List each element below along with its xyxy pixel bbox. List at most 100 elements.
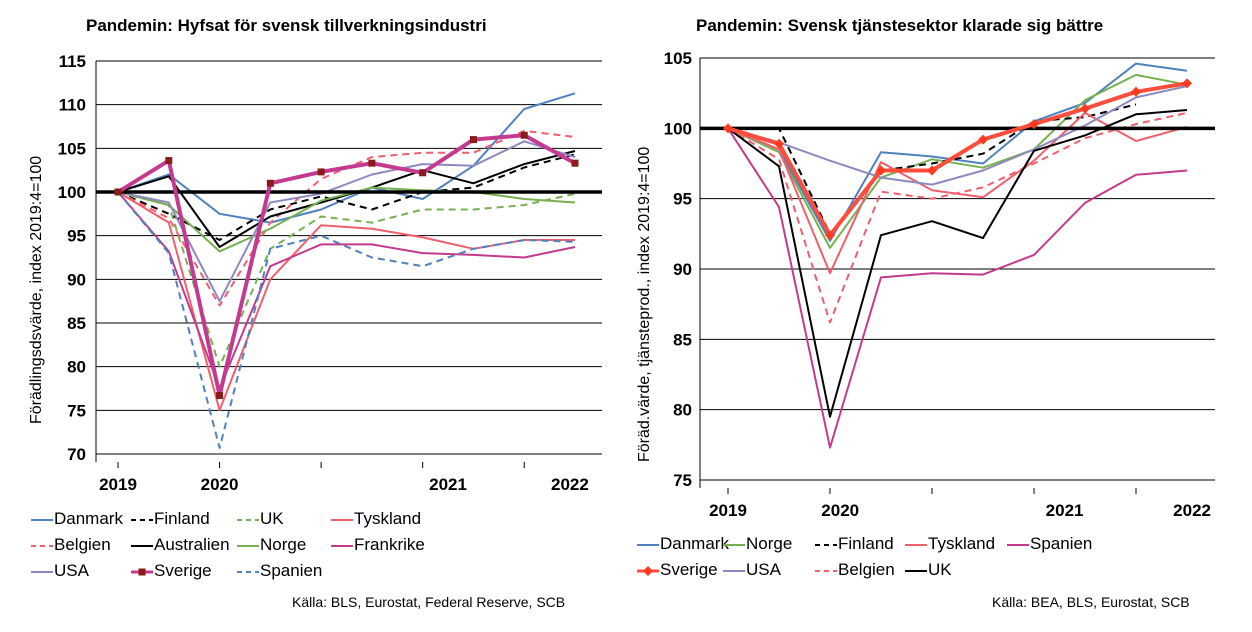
legend-swatch: [237, 571, 259, 573]
y-tick-label: 90: [67, 270, 86, 289]
y-tick-label: 95: [673, 190, 692, 209]
y-tick-label: 115: [59, 52, 86, 71]
legend-swatch: [237, 519, 259, 521]
data-point-sverige: [876, 165, 886, 176]
legend-label: Frankrike: [354, 535, 425, 554]
chart-right: Pandemin: Svensk tjänstesektor klarade s…: [626, 0, 1252, 632]
legend-swatch: [723, 544, 745, 546]
legend-label: USA: [54, 561, 89, 580]
source-note: Källa: BEA, BLS, Eurostat, SCB: [992, 594, 1190, 610]
legend-label: USA: [746, 560, 781, 579]
data-point-sverige: [1131, 86, 1141, 97]
legend-swatch: [131, 519, 153, 521]
series-line-uk: [727, 109, 1188, 418]
data-point-sverige: [927, 165, 937, 176]
data-point-sverige: [165, 157, 173, 165]
legend-label: Belgien: [54, 535, 111, 554]
legend-swatch: [331, 519, 353, 521]
legend-swatch: [237, 545, 259, 547]
data-point-sverige: [469, 136, 477, 144]
y-tick-label: 80: [67, 358, 86, 377]
chart-title: Pandemin: Hyfsat för svensk tillverkning…: [86, 16, 487, 35]
data-point-sverige: [774, 138, 784, 149]
x-tick-label: 2020: [201, 475, 239, 494]
legend-swatch: [815, 544, 837, 546]
legend-label: Finland: [838, 534, 894, 553]
y-tick-label: 75: [673, 471, 692, 490]
series-line-finland: [117, 153, 576, 241]
legend-label: UK: [928, 560, 952, 579]
legend-swatch: [31, 571, 53, 573]
data-point-sverige: [368, 159, 376, 167]
x-tick-label: 2019: [709, 501, 747, 520]
y-tick-label: 100: [58, 183, 86, 202]
data-point-sverige: [520, 131, 528, 139]
data-point-sverige: [266, 179, 274, 187]
series-line-norge: [117, 186, 576, 253]
y-tick-label: 80: [673, 401, 692, 420]
series-line-sverige: [116, 133, 576, 398]
x-tick-label: 2021: [429, 475, 467, 494]
series-line-danmark: [727, 62, 1188, 242]
legend-label: Sverige: [154, 561, 212, 580]
series-line-frankrike: [117, 191, 576, 390]
data-point-sverige: [1080, 103, 1090, 114]
source-note: Källa: BLS, Eurostat, Federal Reserve, S…: [292, 594, 566, 610]
y-tick-label: 85: [673, 330, 692, 349]
legend-label: Spanien: [1030, 534, 1093, 553]
chart-left: Pandemin: Hyfsat för svensk tillverkning…: [28, 16, 602, 610]
x-tick-label: 2022: [551, 475, 589, 494]
legend-swatch: [815, 570, 837, 572]
y-tick-label: 85: [67, 314, 86, 333]
legend-swatch: [31, 519, 53, 521]
x-tick-label: 2021: [1046, 501, 1084, 520]
data-point-sverige: [723, 123, 733, 134]
data-point-sverige: [978, 134, 988, 145]
y-tick-label: 95: [67, 227, 86, 246]
legend-swatch: [905, 570, 927, 572]
legend-swatch: [331, 545, 353, 547]
legend-swatch: [31, 545, 53, 547]
y-tick-label: 110: [59, 96, 86, 115]
y-tick-label: 90: [673, 260, 692, 279]
legend-label: Norge: [260, 535, 307, 554]
data-point-sverige: [825, 230, 835, 241]
legend-swatch: [637, 566, 659, 576]
legend-swatch: [637, 544, 659, 546]
y-tick-label: 100: [664, 119, 692, 138]
x-tick-label: 2020: [821, 501, 859, 520]
legend-label: Australien: [154, 535, 230, 554]
series-line-usa: [727, 85, 1188, 186]
legend-label: UK: [260, 509, 284, 528]
series-line-spanien: [117, 191, 576, 449]
data-point-sverige: [571, 159, 579, 167]
y-tick-label: 105: [58, 139, 86, 158]
series-line-finland: [728, 103, 1137, 235]
legend-swatch: [131, 568, 153, 576]
legend-label: Tyskland: [928, 534, 996, 553]
legend-label: Norge: [746, 534, 793, 553]
legend-label: Spanien: [260, 561, 323, 580]
legend-label: Danmark: [660, 534, 729, 553]
plot-area: 75 80 85 90 95 100 105 2019 2020 2021 2022: [664, 49, 1215, 520]
data-point-sverige: [114, 188, 122, 196]
x-tick-label: 2019: [99, 475, 137, 494]
chart-title: Pandemin: Svensk tjänstesektor klarade s…: [696, 16, 1104, 35]
series-line-sverige: [727, 81, 1188, 238]
legend-label: Finland: [154, 509, 210, 528]
data-point-sverige: [1029, 119, 1039, 130]
data-point-sverige: [1182, 78, 1192, 89]
y-tick-label: 70: [67, 445, 86, 464]
legend-label: Sverige: [660, 560, 718, 579]
legend-label: Danmark: [54, 509, 123, 528]
series-line-usa: [117, 140, 576, 303]
legend-swatch: [905, 544, 927, 546]
x-tick-label: 2022: [1173, 501, 1211, 520]
legend-swatch: [1007, 544, 1029, 546]
series-line-norge: [727, 73, 1188, 249]
data-point-sverige: [216, 391, 224, 399]
plot-area: 70 75 80 85 90 95 100 105 110 115 2019 2020 2021 2022: [58, 52, 602, 494]
series-line-belgien: [727, 111, 1188, 324]
series-line-spanien: [727, 127, 1188, 449]
legend-label: Belgien: [838, 560, 895, 579]
